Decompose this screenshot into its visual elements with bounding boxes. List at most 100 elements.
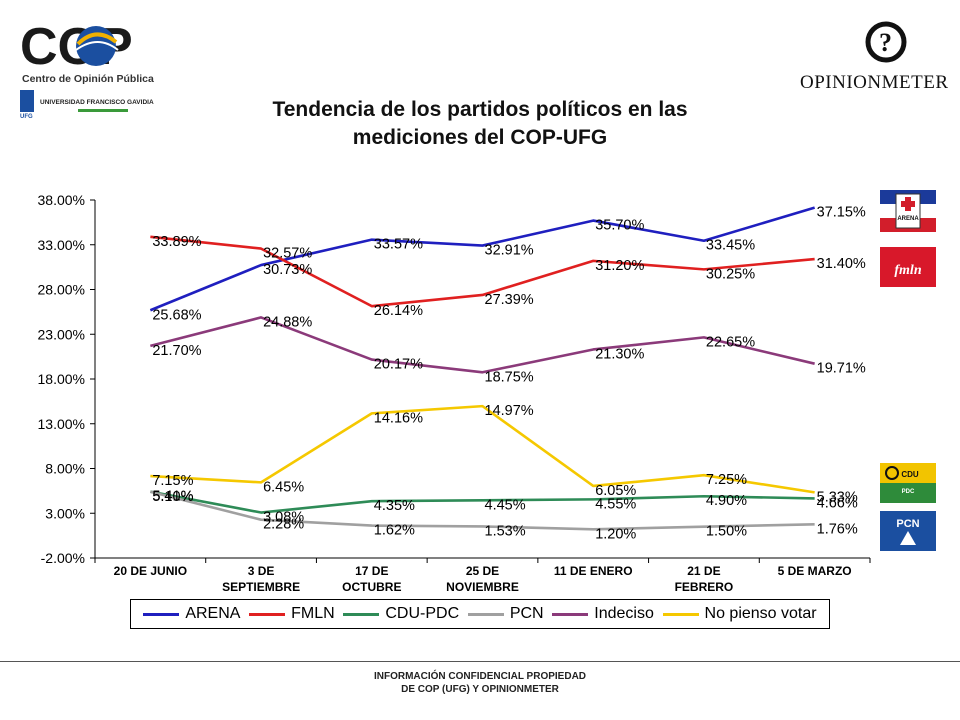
x-tick-label: 11 DE ENERO <box>554 564 633 578</box>
data-label: 7.25% <box>706 472 747 488</box>
legend-item-pcn: PCN <box>467 605 544 623</box>
data-label: 14.16% <box>374 410 423 426</box>
series-line-indeciso <box>150 316 815 374</box>
data-label: 30.73% <box>263 262 312 278</box>
data-label: 1.62% <box>374 523 415 539</box>
data-label: 5.10% <box>152 489 193 505</box>
y-tick-label: 13.00% <box>38 416 85 432</box>
chart-legend: ARENA FMLN CDU-PDC PCN Indeciso No piens… <box>130 599 830 629</box>
data-label: 20.17% <box>374 357 423 373</box>
svg-text:PDC: PDC <box>902 489 915 495</box>
legend-label: Indeciso <box>594 605 654 622</box>
data-label: 26.14% <box>374 303 423 319</box>
data-label: 14.97% <box>485 403 534 419</box>
chart-title: Tendencia de los partidos políticos en l… <box>200 96 760 152</box>
svg-text:UFG: UFG <box>20 114 33 120</box>
x-tick-label: 25 DE <box>466 564 499 578</box>
data-label: 31.40% <box>817 256 866 272</box>
legend-label: PCN <box>509 605 544 622</box>
data-label: 2.28% <box>263 517 304 533</box>
footer-line-2: DE COP (UFG) Y OPINIONMETER <box>401 684 559 695</box>
legend-swatch <box>143 612 180 616</box>
legend-label: ARENA <box>185 605 241 622</box>
data-label: 25.68% <box>152 307 201 323</box>
cop-logo: COP Centro de Opinión Pública UFG UNIVER… <box>18 14 158 124</box>
data-label: 4.55% <box>595 496 636 512</box>
data-label: 32.57% <box>263 246 312 262</box>
data-label: 19.71% <box>817 361 866 377</box>
cdu-pdc-logo: CDU PDC <box>880 463 936 503</box>
legend-swatch <box>662 612 699 616</box>
legend-item-fmln: FMLN <box>249 605 335 623</box>
ufg-text: UNIVERSIDAD FRANCISCO GAVIDIA <box>40 99 154 106</box>
y-tick-label: 18.00% <box>38 371 85 387</box>
svg-text:fmln: fmln <box>894 263 921 278</box>
data-label: 6.45% <box>263 479 304 495</box>
data-label: 37.15% <box>817 205 866 221</box>
data-label: 4.35% <box>374 498 415 514</box>
y-tick-label: -2.00% <box>41 550 85 566</box>
series-line-arena <box>149 206 816 312</box>
data-label: 1.53% <box>485 523 526 539</box>
data-label: 18.75% <box>485 369 534 385</box>
legend-item-indeciso: Indeciso <box>552 605 654 623</box>
y-tick-label: 8.00% <box>45 461 85 477</box>
data-label: 4.90% <box>706 493 747 509</box>
y-tick-label: 28.00% <box>38 282 85 298</box>
x-tick-label: OCTUBRE <box>342 580 401 594</box>
legend-label: FMLN <box>291 605 335 622</box>
chart-title-line-2: mediciones del COP-UFG <box>352 126 608 149</box>
y-tick-label: 33.00% <box>38 237 85 253</box>
svg-text:ARENA: ARENA <box>897 216 919 222</box>
data-label: 1.50% <box>706 524 747 540</box>
x-tick-label: 20 DE JUNIO <box>114 564 187 578</box>
y-tick-label: 3.00% <box>45 505 85 521</box>
data-label: 33.45% <box>706 238 755 254</box>
y-tick-label: 23.00% <box>38 326 85 342</box>
data-label: 30.25% <box>706 266 755 282</box>
series-line-pcn <box>150 490 815 531</box>
arena-logo: ARENA <box>880 190 936 232</box>
footer-divider <box>0 661 960 662</box>
data-label: 5.41% <box>152 489 193 505</box>
legend-item-arena: ARENA <box>143 605 240 623</box>
data-label: 7.15% <box>152 473 193 489</box>
data-label: 3.08% <box>263 510 304 526</box>
data-label: 4.45% <box>485 497 526 513</box>
svg-text:CDU: CDU <box>901 470 919 479</box>
series-line-fmln <box>150 235 815 308</box>
data-label: 27.39% <box>485 292 534 308</box>
series-line-cdu-pdc <box>150 490 815 514</box>
question-mark-icon <box>865 21 907 63</box>
x-tick-label: 3 DE <box>248 564 275 578</box>
y-tick-label: 38.00% <box>38 192 85 208</box>
data-label: 21.70% <box>152 343 201 359</box>
x-tick-label: 17 DE <box>355 564 388 578</box>
legend-swatch <box>552 612 589 616</box>
legend-item-no-pienso-votar: No pienso votar <box>662 605 817 623</box>
ufg-shield-icon <box>20 90 34 112</box>
data-label: 31.20% <box>595 258 644 274</box>
legend-label: No pienso votar <box>704 605 817 622</box>
opinionmeter-logo: ? OPINIONMETER <box>800 18 960 98</box>
series-line-no-pienso-votar <box>150 404 815 494</box>
legend-label: CDU-PDC <box>385 605 460 622</box>
x-tick-label: FEBRERO <box>675 580 734 594</box>
data-label: 21.30% <box>595 346 644 362</box>
legend-swatch <box>467 612 504 616</box>
x-tick-label: SEPTIEMBRE <box>222 580 300 594</box>
x-tick-label: 21 DE <box>687 564 720 578</box>
x-tick-label: 5 DE MARZO <box>778 564 852 578</box>
x-tick-label: NOVIEMBRE <box>446 580 519 594</box>
footer-line-1: INFORMACIÓN CONFIDENCIAL PROPIEDAD <box>373 671 587 682</box>
pcn-logo: PCN <box>880 511 936 551</box>
data-label: 5.33% <box>817 489 858 505</box>
footer-text: INFORMACIÓN CONFIDENCIAL PROPIEDAD DE CO… <box>280 670 680 696</box>
data-label: 6.05% <box>595 483 636 499</box>
data-label: 35.70% <box>595 218 644 234</box>
svg-text:PCN: PCN <box>896 518 919 530</box>
legend-swatch <box>343 612 380 616</box>
data-label: 33.57% <box>374 237 423 253</box>
data-label: 4.66% <box>817 495 858 511</box>
